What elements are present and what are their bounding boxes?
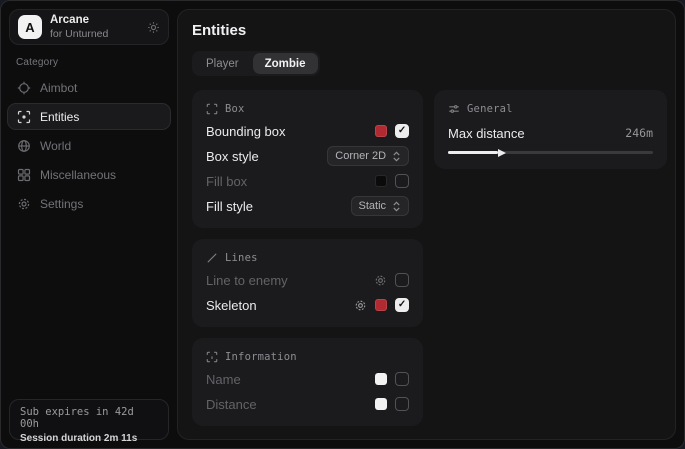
- lines-panel: Lines Line to enemy: [192, 239, 424, 327]
- skeleton-color-swatch[interactable]: [375, 299, 388, 311]
- distance-row: Distance: [206, 393, 410, 415]
- sidebar-item-aimbot[interactable]: Aimbot: [7, 74, 171, 101]
- app-subtitle: for Unturned: [50, 27, 109, 40]
- box-style-label: Box style: [206, 148, 259, 164]
- gear-icon: [17, 197, 31, 211]
- bounding-box-label: Bounding box: [206, 123, 286, 139]
- sliders-icon: [448, 103, 460, 115]
- fill-box-row: Fill box: [206, 170, 410, 192]
- distance-label: Distance: [206, 396, 257, 412]
- sidebar-item-label: Entities: [40, 109, 80, 124]
- box-style-select[interactable]: Corner 2D: [327, 146, 410, 166]
- sidebar-item-label: Aimbot: [40, 80, 78, 95]
- subscription-expiry: Sub expires in 42d 00h: [20, 406, 134, 430]
- subscription-card: Sub expires in 42d 00h Session duration …: [9, 399, 169, 444]
- box-style-row: Box style Corner 2D: [206, 145, 410, 167]
- box-panel: Box Bounding box Box style Cor: [192, 90, 424, 228]
- sidebar-item-label: Settings: [40, 196, 84, 211]
- distance-color-swatch[interactable]: [375, 398, 388, 410]
- sidebar-item-label: World: [40, 138, 72, 153]
- information-panel-title: Information: [225, 350, 297, 363]
- right-column: General Max distance 246m: [434, 90, 667, 169]
- name-checkbox[interactable]: [395, 372, 410, 386]
- information-panel: Information Name Distance: [192, 338, 424, 426]
- sidebar-item-label: Miscellaneous: [40, 167, 117, 182]
- lines-panel-header: Lines: [206, 249, 409, 266]
- general-panel-header: General: [448, 100, 653, 117]
- session-duration: Session duration 2m 11s: [20, 433, 138, 444]
- skeleton-checkbox[interactable]: [395, 298, 410, 312]
- fill-style-select[interactable]: Static: [350, 196, 410, 216]
- name-color-swatch[interactable]: [375, 373, 388, 385]
- brand-gear-icon[interactable]: [147, 21, 160, 34]
- max-distance-row: Max distance 246m: [448, 123, 653, 143]
- fill-box-checkbox[interactable]: [395, 174, 410, 188]
- scan-icon: [17, 110, 31, 124]
- tab-player[interactable]: Player: [206, 57, 239, 70]
- bounding-box-color-swatch[interactable]: [375, 125, 388, 137]
- general-panel-title: General: [467, 102, 513, 115]
- max-distance-value: 246m: [625, 126, 653, 140]
- line-to-enemy-row: Line to enemy: [206, 269, 410, 291]
- crosshair-icon: [17, 81, 31, 95]
- panel-columns: Box Bounding box Box style Cor: [192, 90, 667, 426]
- fill-style-value: Static: [358, 200, 387, 212]
- line-to-enemy-label: Line to enemy: [206, 272, 288, 288]
- box-corners-icon: [206, 103, 218, 115]
- skeleton-label: Skeleton: [206, 297, 257, 313]
- distance-checkbox[interactable]: [395, 397, 410, 411]
- fill-style-row: Fill style Static: [206, 195, 410, 217]
- general-panel: General Max distance 246m: [434, 90, 667, 169]
- entity-tabs: Player Zombie: [192, 51, 320, 76]
- app-logo: A: [18, 15, 42, 39]
- skeleton-gear-icon[interactable]: [354, 299, 367, 312]
- max-distance-label: Max distance: [448, 125, 525, 141]
- diagonal-line-icon: [206, 252, 218, 264]
- grid-icon: [17, 168, 31, 182]
- category-label: Category: [16, 57, 59, 68]
- chevrons-up-down-icon: [392, 201, 401, 212]
- box-panel-header: Box: [206, 100, 409, 117]
- brand-text: Arcane for Unturned: [50, 14, 139, 39]
- brand-card: A Arcane for Unturned: [9, 9, 169, 45]
- globe-icon: [17, 139, 31, 153]
- tab-zombie[interactable]: Zombie: [252, 53, 318, 74]
- fill-box-color-swatch[interactable]: [375, 175, 388, 187]
- chevrons-up-down-icon: [392, 151, 401, 162]
- bounding-box-checkbox[interactable]: [395, 124, 410, 138]
- sidebar-item-entities[interactable]: Entities: [7, 103, 171, 130]
- sidebar: A Arcane for Unturned Category: [1, 1, 177, 448]
- line-to-enemy-gear-icon[interactable]: [374, 274, 387, 287]
- sidebar-item-settings[interactable]: Settings: [7, 190, 171, 217]
- box-style-value: Corner 2D: [335, 150, 387, 162]
- left-column: Box Bounding box Box style Cor: [192, 90, 424, 426]
- name-row: Name: [206, 368, 410, 390]
- name-label: Name: [206, 371, 241, 387]
- slider-handle[interactable]: [498, 148, 507, 157]
- box-panel-title: Box: [225, 102, 245, 115]
- info-scan-icon: [206, 351, 218, 363]
- fill-box-label: Fill box: [206, 173, 248, 189]
- app-name: Arcane: [50, 14, 89, 27]
- page-title: Entities: [192, 22, 247, 39]
- skeleton-row: Skeleton: [206, 294, 410, 316]
- sidebar-item-miscellaneous[interactable]: Miscellaneous: [7, 161, 171, 188]
- line-to-enemy-checkbox[interactable]: [395, 273, 410, 287]
- information-panel-header: Information: [206, 348, 409, 365]
- sidebar-nav: Aimbot Entities: [1, 74, 177, 217]
- main-panel: Entities Player Zombie Box: [177, 9, 676, 440]
- slider-fill: [448, 151, 499, 154]
- sidebar-item-world[interactable]: World: [7, 132, 171, 159]
- fill-style-label: Fill style: [206, 198, 253, 214]
- max-distance-slider[interactable]: [448, 148, 653, 157]
- bounding-box-row: Bounding box: [206, 120, 410, 142]
- lines-panel-title: Lines: [225, 251, 258, 264]
